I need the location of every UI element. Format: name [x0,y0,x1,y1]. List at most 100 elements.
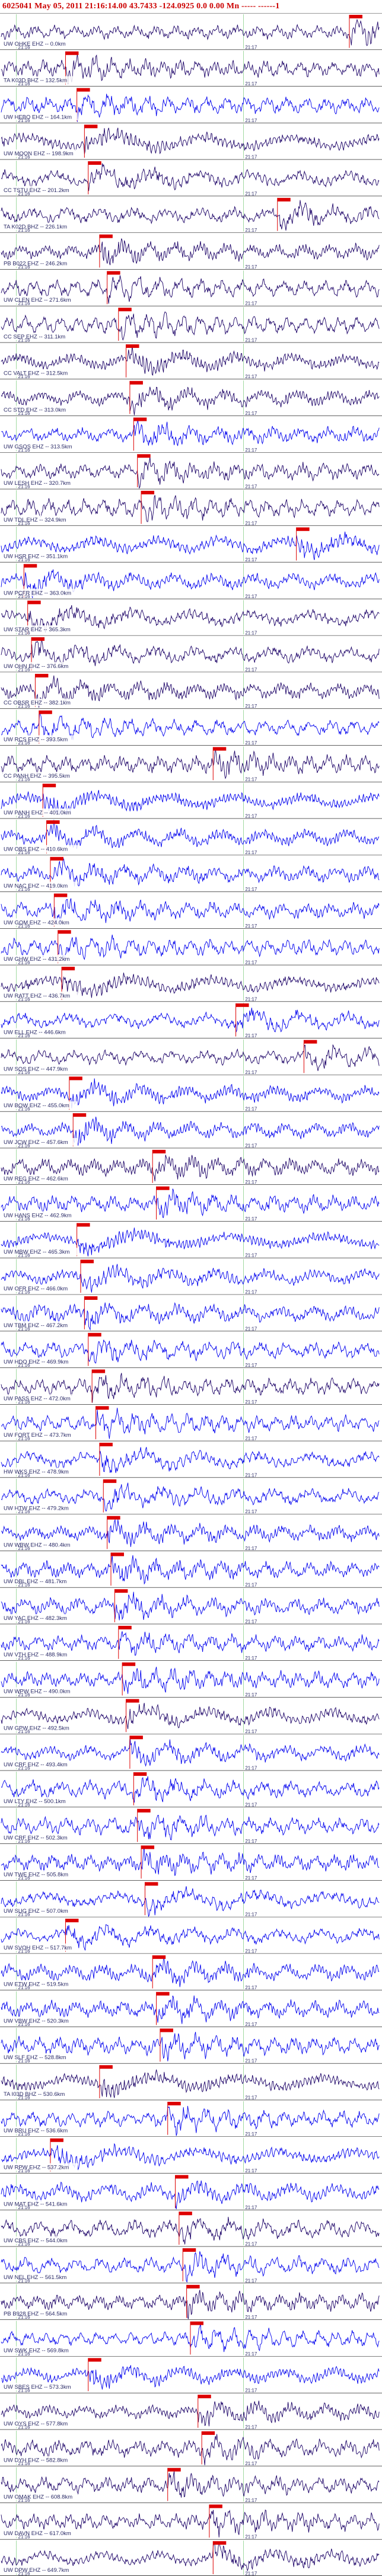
time-tick-label: 21:17 [245,704,257,709]
waveform [1,638,380,667]
pick-marker [65,51,79,55]
time-tick-label: 21:16 [18,1107,31,1112]
time-tick-label: 21:17 [245,1363,257,1368]
time-tick-label: 21:16 [18,1363,31,1368]
time-tick-label: 21:17 [245,2498,257,2503]
pick-marker [99,1443,113,1447]
waveform [1,1264,380,1293]
waveform [1,1078,380,1108]
time-tick-label: 21:17 [245,996,257,1002]
time-tick-label: 21:16 [18,1912,31,1917]
station-label: UW BOW EHZ -- 455.0km [4,1102,69,1109]
station-label: UW SBES EHZ -- 573.3km [4,2384,71,2390]
station-label: PB B928 EHZ -- 564.5km [4,2311,67,2318]
pick-marker [24,564,37,568]
pick-marker [73,1113,87,1117]
time-tick-label: 21:16 [18,191,31,196]
time-tick-label: 21:16 [18,411,31,416]
station-label: UW HEBO EHZ -- 164.1km [4,114,72,120]
pick-marker [77,88,90,92]
time-tick-label: 21:16 [18,1985,31,1990]
station-label-bg [2,2529,78,2537]
time-tick-label: 21:17 [245,850,257,855]
waveform [1,1155,380,1182]
time-tick-label: 21:16 [18,1472,31,1478]
station-label-bg [2,1980,78,1988]
pick-marker [304,1040,317,1044]
time-tick-label: 21:16 [18,2535,31,2540]
station-label: UW OHKE EHZ -- 0.0km [4,41,66,47]
station-label: CC SEP EHZ -- 311.1km [4,334,65,340]
time-tick-label: 21:16 [18,1180,31,1185]
time-tick-label: 21:16 [18,2242,31,2247]
time-tick-label: 21:16 [18,448,31,453]
station-label: UW CLEN EHZ -- 271.6km [4,297,71,303]
time-tick-label: 21:16 [18,2095,31,2100]
station-label-bg [2,76,78,84]
time-tick-label: 21:16 [18,484,31,490]
station-label: UW OYS EHZ -- 577.8km [4,2421,68,2427]
station-label: UW TWE EHZ -- 505.8km [4,1871,68,1878]
time-tick-label: 21:17 [245,2022,257,2027]
time-tick-label: 21:17 [245,484,257,490]
time-tick-label: 21:17 [245,44,257,50]
station-label: UW SLF EHZ -- 528.8km [4,2054,66,2061]
time-tick-label: 21:16 [18,301,31,306]
waveform [1,2105,380,2136]
time-tick-label: 21:17 [245,2351,257,2357]
waveform [1,311,380,341]
time-tick-label: 21:17 [245,2571,257,2576]
waveform [1,127,380,155]
time-tick-label: 21:16 [18,2498,31,2503]
station-label: UW OHN EHZ -- 376.6km [4,663,68,670]
pick-marker [137,454,151,458]
station-label: UW PANH EHZ -- 401.0km [4,810,71,816]
pick-marker [95,1406,109,1410]
time-tick-label: 21:16 [18,777,31,782]
pick-marker [129,1736,143,1740]
waveform [1,18,380,46]
waveform [1,2217,380,2245]
station-label: UW HANS EHZ -- 462.9km [4,1212,72,1219]
station-label: UW OFR EHZ -- 466.0km [4,1286,68,1292]
station-label-bg [2,2200,78,2208]
event-header: 6025041 May 05, 2011 21:16:14.00 43.7433… [0,0,382,14]
time-tick-label: 21:17 [245,2424,257,2430]
time-tick-label: 21:17 [245,1290,257,1295]
station-label: UW REG EHZ -- 462.6km [4,1176,68,1182]
pick-marker [296,527,310,531]
time-tick-label: 21:16 [18,923,31,929]
pick-marker [58,930,71,934]
time-tick-label: 21:16 [18,2351,31,2357]
waveform [1,2031,380,2062]
time-tick-label: 21:16 [18,2205,31,2210]
time-tick-label: 21:17 [245,1143,257,1148]
station-label-bg [2,698,78,707]
station-label: UW MAT EHZ -- 541.6km [4,2201,67,2207]
waveform [1,1776,380,1803]
pick-marker [84,124,98,129]
time-tick-label: 21:16 [18,1692,31,1698]
pick-marker [69,1076,82,1081]
station-label: PB B022 EHZ -- 246.2km [4,260,67,267]
pick-marker [156,1186,170,1190]
station-label: UW DAVN EHZ -- 617.0km [4,2530,71,2537]
time-tick-label: 21:17 [245,1948,257,1954]
station-label-bg [2,991,78,999]
waveform [1,345,380,376]
pick-marker [62,967,75,971]
station-label: UW RCS EHZ -- 393.5km [4,736,68,743]
station-label-bg [2,1833,78,1842]
station-label: UW LTY EHZ -- 500.1km [4,1798,66,1805]
